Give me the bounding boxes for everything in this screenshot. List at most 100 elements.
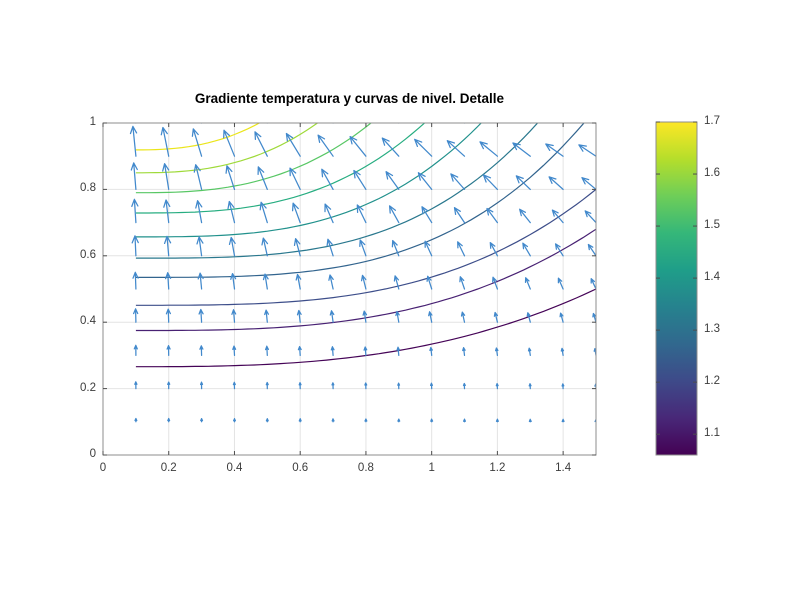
- quiver-arrow: [429, 382, 434, 390]
- quiver-arrow: [200, 123, 203, 124]
- quiver-arrow: [391, 239, 400, 257]
- quiver-arrow: [130, 162, 138, 191]
- quiver-arrow: [457, 241, 466, 257]
- quiver-arrow: [430, 418, 434, 423]
- quiver-arrow: [545, 143, 564, 157]
- quiver-arrow: [349, 135, 367, 157]
- quiver-arrow: [512, 142, 531, 157]
- quiver-arrow: [262, 273, 269, 290]
- quiver-arrow: [515, 175, 531, 191]
- quiver-arrow: [359, 239, 367, 257]
- quiver-arrow: [324, 203, 334, 224]
- quiver-arrow: [557, 277, 564, 290]
- quiver-arrow: [191, 128, 203, 157]
- quiver-arrow: [132, 271, 139, 290]
- quiver-arrow: [331, 418, 335, 423]
- quiver-arrow: [328, 274, 334, 290]
- quiver-arrow: [230, 272, 237, 290]
- colorbar-tick-label: 1.3: [704, 323, 720, 336]
- quiver-arrow: [426, 275, 433, 290]
- quiver-arrow: [385, 171, 400, 191]
- quiver-arrow: [231, 309, 237, 323]
- quiver-arrow: [561, 418, 565, 423]
- quiver-arrow: [331, 382, 335, 390]
- quiver-arrow: [486, 207, 499, 224]
- quiver-arrow: [453, 206, 466, 224]
- quiver-arrow: [299, 123, 301, 124]
- quiver-arrow: [266, 123, 268, 124]
- y-tick-label: 0.2: [80, 381, 96, 394]
- quiver-arrow: [134, 417, 138, 423]
- quiver-arrow: [397, 123, 400, 124]
- quiver-arrow: [462, 347, 466, 357]
- quiver-arrow: [551, 209, 564, 224]
- quiver-arrow: [363, 346, 368, 357]
- quiver-arrow: [133, 344, 138, 357]
- quiver-arrow: [298, 382, 302, 390]
- quiver-arrow: [462, 382, 466, 390]
- quiver-arrow: [450, 173, 466, 191]
- quiver-arrow: [496, 123, 499, 124]
- quiver-arrow: [198, 308, 204, 323]
- quiver-arrow: [289, 167, 301, 191]
- quiver-arrow: [463, 123, 466, 124]
- quiver-arrow: [160, 126, 170, 157]
- quiver-arrow: [233, 123, 236, 124]
- quiver-arrow: [495, 382, 499, 390]
- quiver-arrow: [522, 242, 531, 257]
- quiver-arrow: [362, 310, 368, 323]
- quiver-arrow: [353, 169, 367, 191]
- contour-line: [135, 123, 319, 174]
- quiver-arrow: [493, 311, 499, 323]
- quiver-arrow: [291, 202, 301, 224]
- quiver-arrow: [223, 129, 236, 157]
- contour-line: [135, 123, 482, 238]
- quiver-arrow: [199, 381, 204, 390]
- quiver-arrow: [165, 308, 172, 323]
- quiver-arrow: [166, 345, 171, 357]
- quiver-arrow: [265, 418, 269, 423]
- quiver-arrow: [397, 418, 401, 423]
- quiver-arrow: [285, 132, 301, 157]
- quiver-arrow: [329, 310, 335, 323]
- quiver-arrow: [395, 310, 400, 323]
- contour-line: [135, 123, 261, 151]
- quiver-arrow: [365, 123, 367, 124]
- quiver-arrow: [414, 138, 433, 157]
- quiver-arrow: [561, 383, 565, 390]
- contour-line: [135, 123, 585, 278]
- quiver-arrow: [265, 381, 269, 390]
- quiver-arrow: [381, 137, 400, 157]
- colorbar-tick-label: 1.7: [704, 115, 720, 127]
- quiver-arrow: [232, 345, 237, 357]
- quiver-arrow: [167, 381, 171, 390]
- y-tick-label: 0: [89, 448, 96, 460]
- quiver-arrow: [587, 243, 596, 257]
- contour-line: [135, 123, 539, 259]
- quiver-arrow: [364, 418, 368, 423]
- x-tick-label: 1.2: [489, 462, 506, 474]
- quiver-arrow: [494, 347, 499, 357]
- quiver-arrow: [164, 272, 172, 290]
- quiver-arrow: [264, 345, 270, 357]
- quiver-arrow: [360, 274, 367, 290]
- quiver-arrow: [560, 347, 565, 357]
- quiver-arrow: [129, 125, 138, 157]
- quiver-arrow: [578, 144, 596, 157]
- quiver-arrow: [200, 417, 204, 423]
- quiver-arrow: [421, 206, 433, 224]
- quiver-arrow: [326, 238, 334, 257]
- quiver-arrow: [163, 199, 171, 224]
- colorbar-tick-label: 1.1: [704, 427, 720, 440]
- quiver-arrow: [489, 241, 499, 257]
- x-tick-label: 0: [99, 462, 107, 474]
- quiver-arrow: [321, 168, 334, 191]
- quiver-arrow: [168, 123, 170, 124]
- quiver-arrow: [195, 200, 203, 224]
- quiver-arrow: [526, 312, 531, 323]
- quiver-arrow: [561, 123, 564, 124]
- axes-box: [102, 122, 597, 456]
- quiver-arrow: [584, 210, 596, 224]
- quiver-arrow: [199, 345, 204, 357]
